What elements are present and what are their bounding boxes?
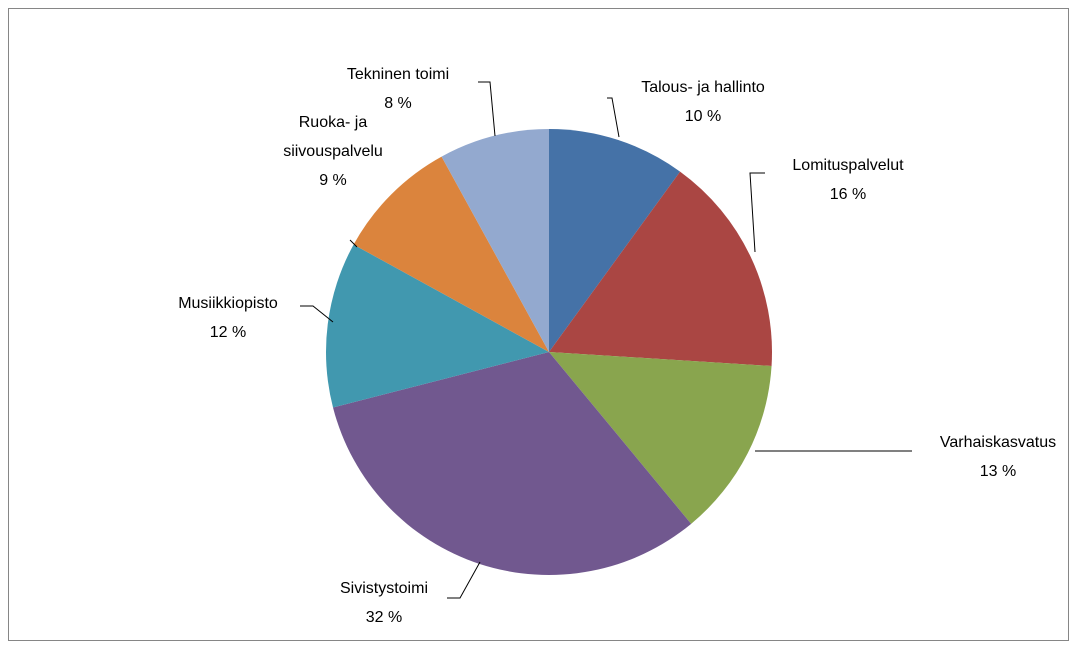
category-label: Ruoka- ja siivouspalvelu — [283, 113, 383, 160]
pie-slice — [441, 129, 549, 352]
leader-line — [749, 172, 765, 253]
value-label: 13 % — [979, 462, 1017, 480]
pie-slice — [333, 352, 692, 576]
data-label: Ruoka- ja siivouspalvelu 9 % — [268, 108, 398, 195]
category-label: Varhaiskasvatus — [939, 433, 1057, 451]
data-label: Tekninen toimi 8 % — [298, 60, 498, 118]
data-label: Lomituspalvelut 16 % — [748, 151, 948, 209]
value-label: 8 % — [384, 94, 412, 112]
pie-slice — [549, 352, 772, 524]
leader-line — [447, 561, 481, 599]
value-label: 12 % — [209, 323, 247, 341]
category-label: Lomituspalvelut — [792, 156, 904, 174]
category-label: Musiikkiopisto — [178, 294, 278, 312]
data-label: Sivistystoimi 32 % — [284, 574, 484, 632]
category-label: Tekninen toimi — [346, 65, 450, 83]
data-label: Varhaiskasvatus 13 % — [898, 428, 1077, 486]
pie-slice — [326, 244, 549, 408]
value-label: 16 % — [829, 185, 867, 203]
value-label: 32 % — [365, 608, 403, 626]
pie-slice — [549, 171, 772, 367]
data-label: Musiikkiopisto 12 % — [128, 289, 328, 347]
data-label: Talous- ja hallinto 10 % — [603, 73, 803, 131]
pie-slice — [549, 129, 681, 352]
leader-line — [300, 305, 334, 323]
value-label: 9 % — [319, 171, 347, 189]
value-label: 10 % — [684, 107, 722, 125]
category-label: Talous- ja hallinto — [641, 78, 765, 96]
category-label: Sivistystoimi — [339, 579, 428, 597]
pie-slice — [353, 156, 549, 352]
leader-line — [349, 239, 358, 248]
leader-line — [607, 97, 620, 138]
leader-line — [478, 81, 496, 137]
